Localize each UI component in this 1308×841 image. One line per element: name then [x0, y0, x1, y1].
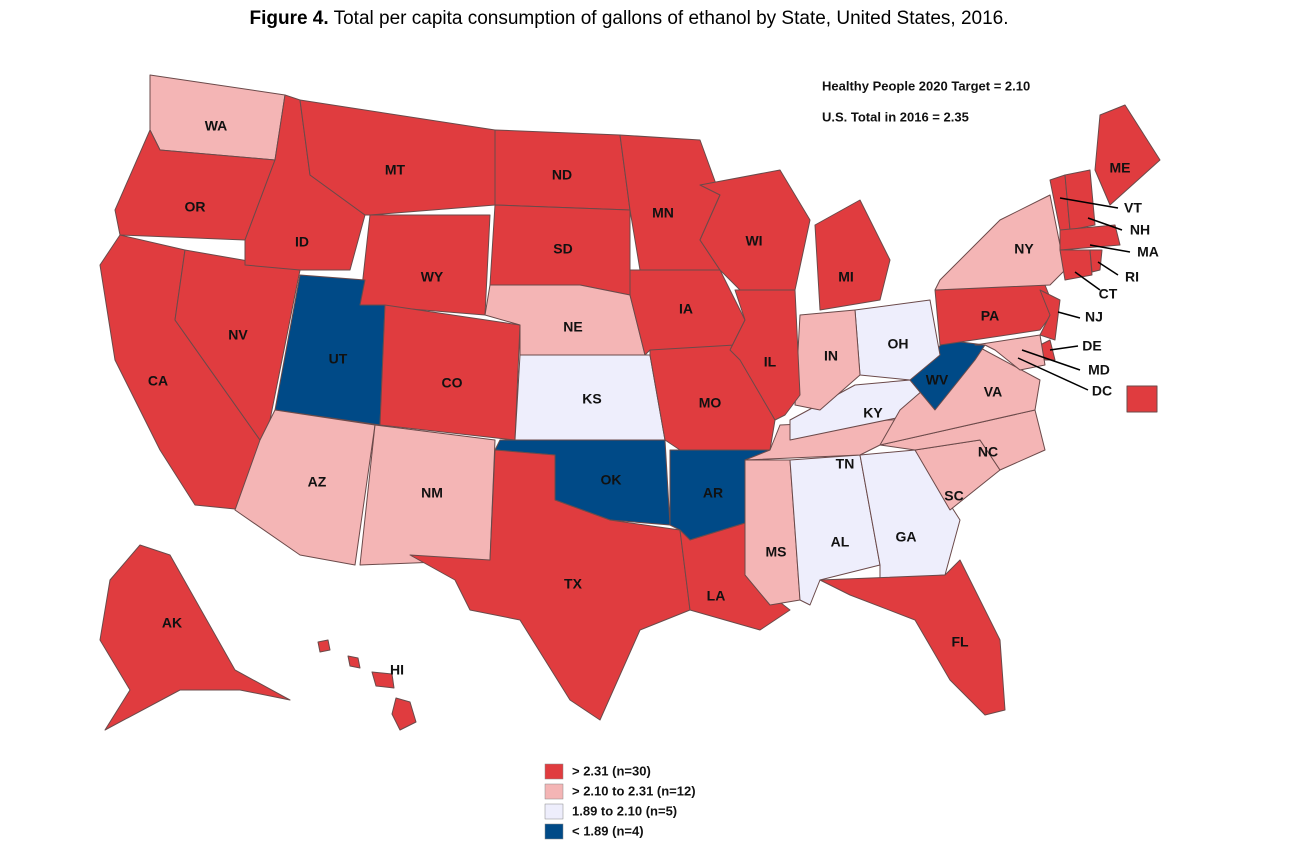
state [1059, 224, 1121, 251]
figure-title: Figure 4. Total per capita consumption o… [0, 8, 1258, 30]
state-label: GA [896, 529, 917, 545]
state-label: WV [926, 372, 949, 388]
state [1126, 385, 1158, 413]
annotation: Healthy People 2020 Target = 2.10 [822, 78, 1030, 93]
state-label: TN [836, 456, 855, 472]
state [909, 339, 986, 411]
state-label: TX [564, 576, 583, 592]
state [819, 559, 1006, 716]
state-label: IL [764, 354, 777, 370]
state-label: VT [1124, 200, 1142, 216]
state-label: OK [601, 472, 622, 488]
legend-swatch [544, 783, 564, 800]
state [1039, 289, 1061, 341]
legend-swatch [544, 763, 564, 780]
state-label: OH [888, 336, 909, 352]
state-label: MT [385, 162, 406, 178]
state-label: NJ [1085, 309, 1103, 325]
state [371, 671, 395, 689]
legend: > 2.31 (n=30) > 2.10 to 2.31 (n=12) 1.89 t… [544, 763, 696, 840]
state-label: MS [766, 544, 787, 560]
state-label: NC [978, 444, 998, 460]
state-label: FL [951, 634, 969, 650]
state-label: HI [390, 662, 404, 678]
state-label: UT [329, 351, 348, 367]
state-label: MO [699, 395, 722, 411]
state-label: OR [185, 199, 206, 215]
legend-label: 1.89 to 2.10 (n=5) [572, 803, 677, 818]
state-label: ME [1110, 160, 1131, 176]
state [99, 544, 291, 731]
title-label: Figure 4. [249, 8, 329, 29]
state-label: NE [563, 319, 582, 335]
state-label: MD [1088, 362, 1110, 378]
state-label: ND [552, 167, 572, 183]
state-label: AK [162, 615, 182, 631]
state-label: MN [652, 205, 674, 221]
state-label: NY [1014, 241, 1034, 257]
state-label: NV [228, 327, 248, 343]
state-label: AL [831, 534, 850, 550]
state-label: WA [205, 118, 228, 134]
state-label: WY [421, 269, 444, 285]
state [1059, 249, 1093, 281]
state [379, 304, 521, 441]
state-labels: WA OR CA NV ID MT WY UT AZ NM CO ND SD N… [148, 118, 1159, 678]
state [729, 289, 801, 421]
title-text: Total per capita consumption of gallons … [333, 8, 1009, 29]
state-label: ID [295, 234, 309, 250]
state [317, 639, 331, 653]
legend-swatch [544, 803, 564, 820]
state [409, 449, 691, 721]
state [1064, 169, 1096, 231]
state-label: PA [981, 308, 999, 324]
state [391, 697, 417, 731]
leader-lines [1017, 197, 1131, 391]
state-label: WI [745, 233, 762, 249]
state [619, 134, 721, 271]
state-label: CT [1099, 286, 1118, 302]
state-label: NH [1130, 222, 1150, 238]
state [814, 199, 891, 311]
state-label: DE [1082, 338, 1101, 354]
state-label: NM [421, 485, 443, 501]
state-label: AR [703, 485, 723, 501]
state [359, 214, 491, 316]
state-label: KS [582, 391, 601, 407]
legend-label: > 2.10 to 2.31 (n=12) [572, 783, 696, 798]
annotation: U.S. Total in 2016 = 2.35 [822, 109, 969, 124]
state-label: VA [984, 384, 1002, 400]
state-label: MA [1137, 244, 1159, 260]
legend-label: > 2.31 (n=30) [572, 763, 651, 778]
state [974, 334, 1046, 371]
state-label: KY [863, 405, 883, 421]
state-label: SD [553, 241, 572, 257]
state [744, 459, 801, 606]
state-label: DC [1092, 383, 1112, 399]
state-label: IN [824, 348, 838, 364]
state-label: SC [944, 488, 963, 504]
state-label: LA [707, 588, 726, 604]
state-label: RI [1125, 269, 1139, 285]
legend-label: < 1.89 (n=4) [572, 823, 644, 838]
state [934, 194, 1066, 291]
state-label: MI [838, 269, 854, 285]
state-label: IA [679, 301, 693, 317]
state [347, 655, 361, 669]
legend-swatch [544, 823, 564, 840]
state-label: AZ [308, 474, 327, 490]
state [1094, 104, 1161, 206]
state [1089, 249, 1103, 273]
state-label: CO [442, 375, 463, 391]
states [99, 74, 1161, 731]
state-label: CA [148, 373, 168, 389]
state [699, 169, 811, 291]
